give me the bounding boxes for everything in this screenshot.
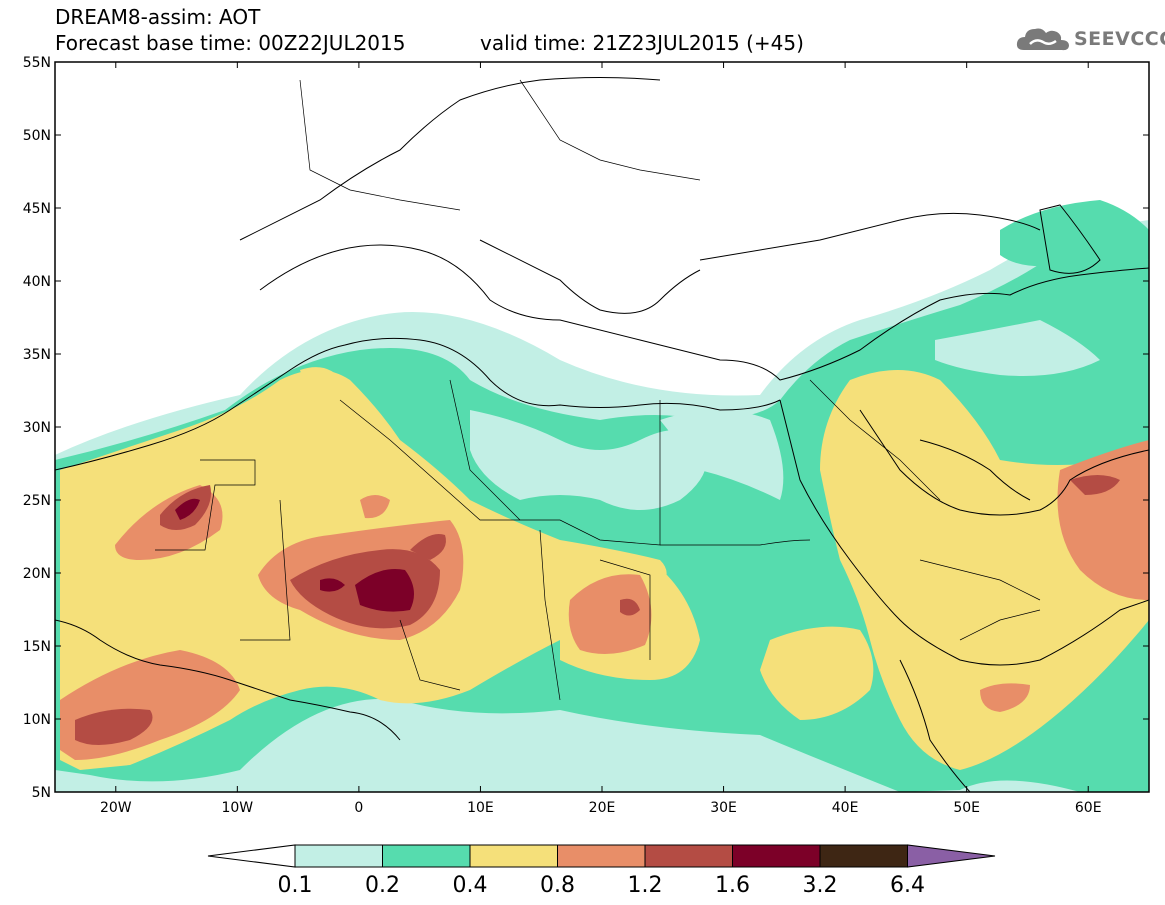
latitude-axis: 55N 50N 45N 40N 35N 30N 25N 20N 15N 10N 5N xyxy=(23,55,1149,801)
colorbar-label: 1.6 xyxy=(715,873,750,898)
aot-gaps xyxy=(470,320,1100,600)
colorbar-over-triangle xyxy=(907,844,996,868)
colorbar-box xyxy=(294,844,383,868)
colorbar: 0.1 0.2 0.4 0.8 1.2 1.6 3.2 6.4 xyxy=(207,844,996,898)
lon-tick-label: 20E xyxy=(589,800,616,816)
lat-tick-label: 10N xyxy=(23,712,51,728)
lon-tick-label: 20W xyxy=(100,800,132,816)
logo-text: SEEVCCC xyxy=(1074,28,1165,50)
lat-tick-label: 40N xyxy=(23,274,51,290)
colorbar-label: 0.4 xyxy=(453,873,488,898)
colorbar-label: 0.1 xyxy=(278,873,313,898)
lat-tick-label: 15N xyxy=(23,639,51,655)
lon-tick-label: 10W xyxy=(221,800,253,816)
colorbar-label: 3.2 xyxy=(803,873,838,898)
colorbar-box xyxy=(732,844,821,868)
aot-band-1.6 xyxy=(175,498,414,612)
valid-time: valid time: 21Z23JUL2015 (+45) xyxy=(480,31,804,55)
colorbar-label: 0.2 xyxy=(365,873,400,898)
country-borders xyxy=(155,79,1041,701)
forecast-base-time: Forecast base time: 00Z22JUL2015 xyxy=(55,31,406,55)
lat-tick-label: 25N xyxy=(23,493,51,509)
aot-field xyxy=(55,62,1149,792)
lon-tick-label: 10E xyxy=(467,800,494,816)
lon-tick-label: 60E xyxy=(1075,800,1102,816)
colorbar-label: 6.4 xyxy=(890,873,925,898)
lon-tick-label: 40E xyxy=(832,800,859,816)
colorbar-under-triangle xyxy=(207,844,296,868)
lat-tick-label: 30N xyxy=(23,420,51,436)
lon-tick-label: 0 xyxy=(354,800,363,816)
colorbar-box xyxy=(819,844,908,868)
longitude-axis: 20W 10W 0 10E 20E 30E 40E 50E 60E xyxy=(100,62,1102,816)
lat-tick-label: 35N xyxy=(23,347,51,363)
seevccc-logo: SEEVCCC xyxy=(1016,24,1165,54)
map-title: DREAM8-assim: AOT xyxy=(55,5,261,29)
lon-tick-label: 30E xyxy=(710,800,737,816)
coastlines xyxy=(55,77,1149,792)
lat-tick-label: 50N xyxy=(23,128,51,144)
cloud-icon xyxy=(1016,28,1069,51)
colorbar-label: 1.2 xyxy=(628,873,663,898)
colorbar-box xyxy=(644,844,733,868)
colorbar-box xyxy=(469,844,558,868)
colorbar-label: 0.8 xyxy=(540,873,575,898)
colorbar-box xyxy=(557,844,646,868)
lat-tick-label: 5N xyxy=(32,785,51,801)
lon-tick-label: 50E xyxy=(953,800,980,816)
colorbar-box xyxy=(382,844,471,868)
lat-tick-label: 55N xyxy=(23,55,51,71)
lat-tick-label: 45N xyxy=(23,201,51,217)
lat-tick-label: 20N xyxy=(23,566,51,582)
